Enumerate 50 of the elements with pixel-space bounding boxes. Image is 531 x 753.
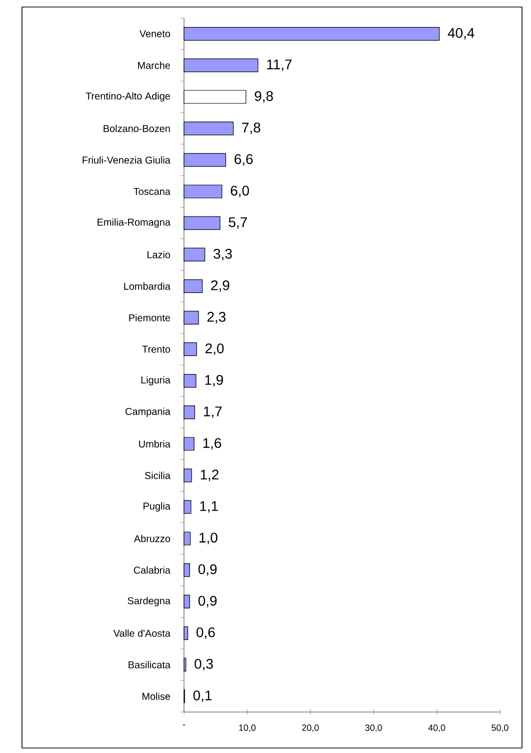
y-tick-label: Molise (142, 692, 170, 700)
y-tick-label: Lombardia (124, 282, 170, 290)
y-tick-label: Calabria (134, 566, 170, 574)
data-label: 6,0 (230, 186, 249, 198)
y-tick-label: Abruzzo (134, 534, 170, 542)
data-label: 1,7 (204, 406, 222, 418)
x-tick-label: 10,0 (239, 724, 256, 732)
y-tick-label: Friuli-Venezia Giulia (82, 156, 170, 164)
data-label: 40,4 (448, 28, 474, 40)
y-tick-label: Basilicata (128, 661, 170, 668)
data-label: 0,1 (193, 690, 212, 702)
data-label: 1,1 (200, 501, 218, 513)
y-tick-label: Piemonte (129, 314, 170, 322)
x-tick-label: 40,0 (428, 724, 446, 732)
data-label: 3,3 (214, 248, 232, 260)
y-tick-label: Bolzano-Bozen (104, 124, 170, 132)
x-tick-label: 20,0 (302, 724, 319, 732)
y-tick-label: Valle d'Aosta (113, 629, 170, 637)
data-label: 11,7 (267, 60, 292, 72)
data-label: 9,8 (254, 91, 273, 103)
data-label: 2,3 (207, 312, 226, 324)
data-label: 1,9 (205, 375, 223, 387)
y-tick-label: Veneto (140, 30, 170, 38)
y-tick-label: Liguria (141, 376, 170, 386)
y-tick-label: Trento (142, 346, 170, 353)
x-tick-label: 50,0 (492, 724, 508, 732)
y-tick-label: Lazio (147, 250, 170, 258)
data-label: 1,6 (203, 438, 222, 450)
y-tick-label: Marche (138, 62, 170, 69)
y-tick-label: Puglia (144, 502, 170, 512)
y-tick-label: Toscana (134, 188, 170, 195)
y-tick-label: Umbria (139, 440, 170, 448)
y-tick-label: Emilia-Romagna (98, 218, 170, 228)
data-label: 0,3 (194, 658, 213, 670)
y-tick-label: Sicilia (144, 472, 170, 480)
y-tick-label: Trentino-Alto Adige (86, 92, 170, 102)
data-label: 6,6 (234, 154, 253, 166)
data-label: 2,0 (206, 343, 224, 355)
x-tick-label: - (182, 724, 186, 726)
y-tick-label: Sardegna (128, 596, 170, 606)
data-label: 1,0 (200, 532, 218, 544)
data-label: 5,7 (228, 217, 247, 229)
data-label: 0,6 (196, 627, 215, 639)
y-tick-label: Campania (126, 408, 170, 417)
data-label: 2,9 (211, 280, 230, 292)
x-tick-label: 30,0 (365, 724, 382, 732)
data-label: 1,2 (200, 470, 218, 482)
data-label: 0,9 (198, 564, 217, 576)
data-label: 0,9 (198, 596, 217, 608)
data-label: 7,8 (242, 122, 260, 134)
